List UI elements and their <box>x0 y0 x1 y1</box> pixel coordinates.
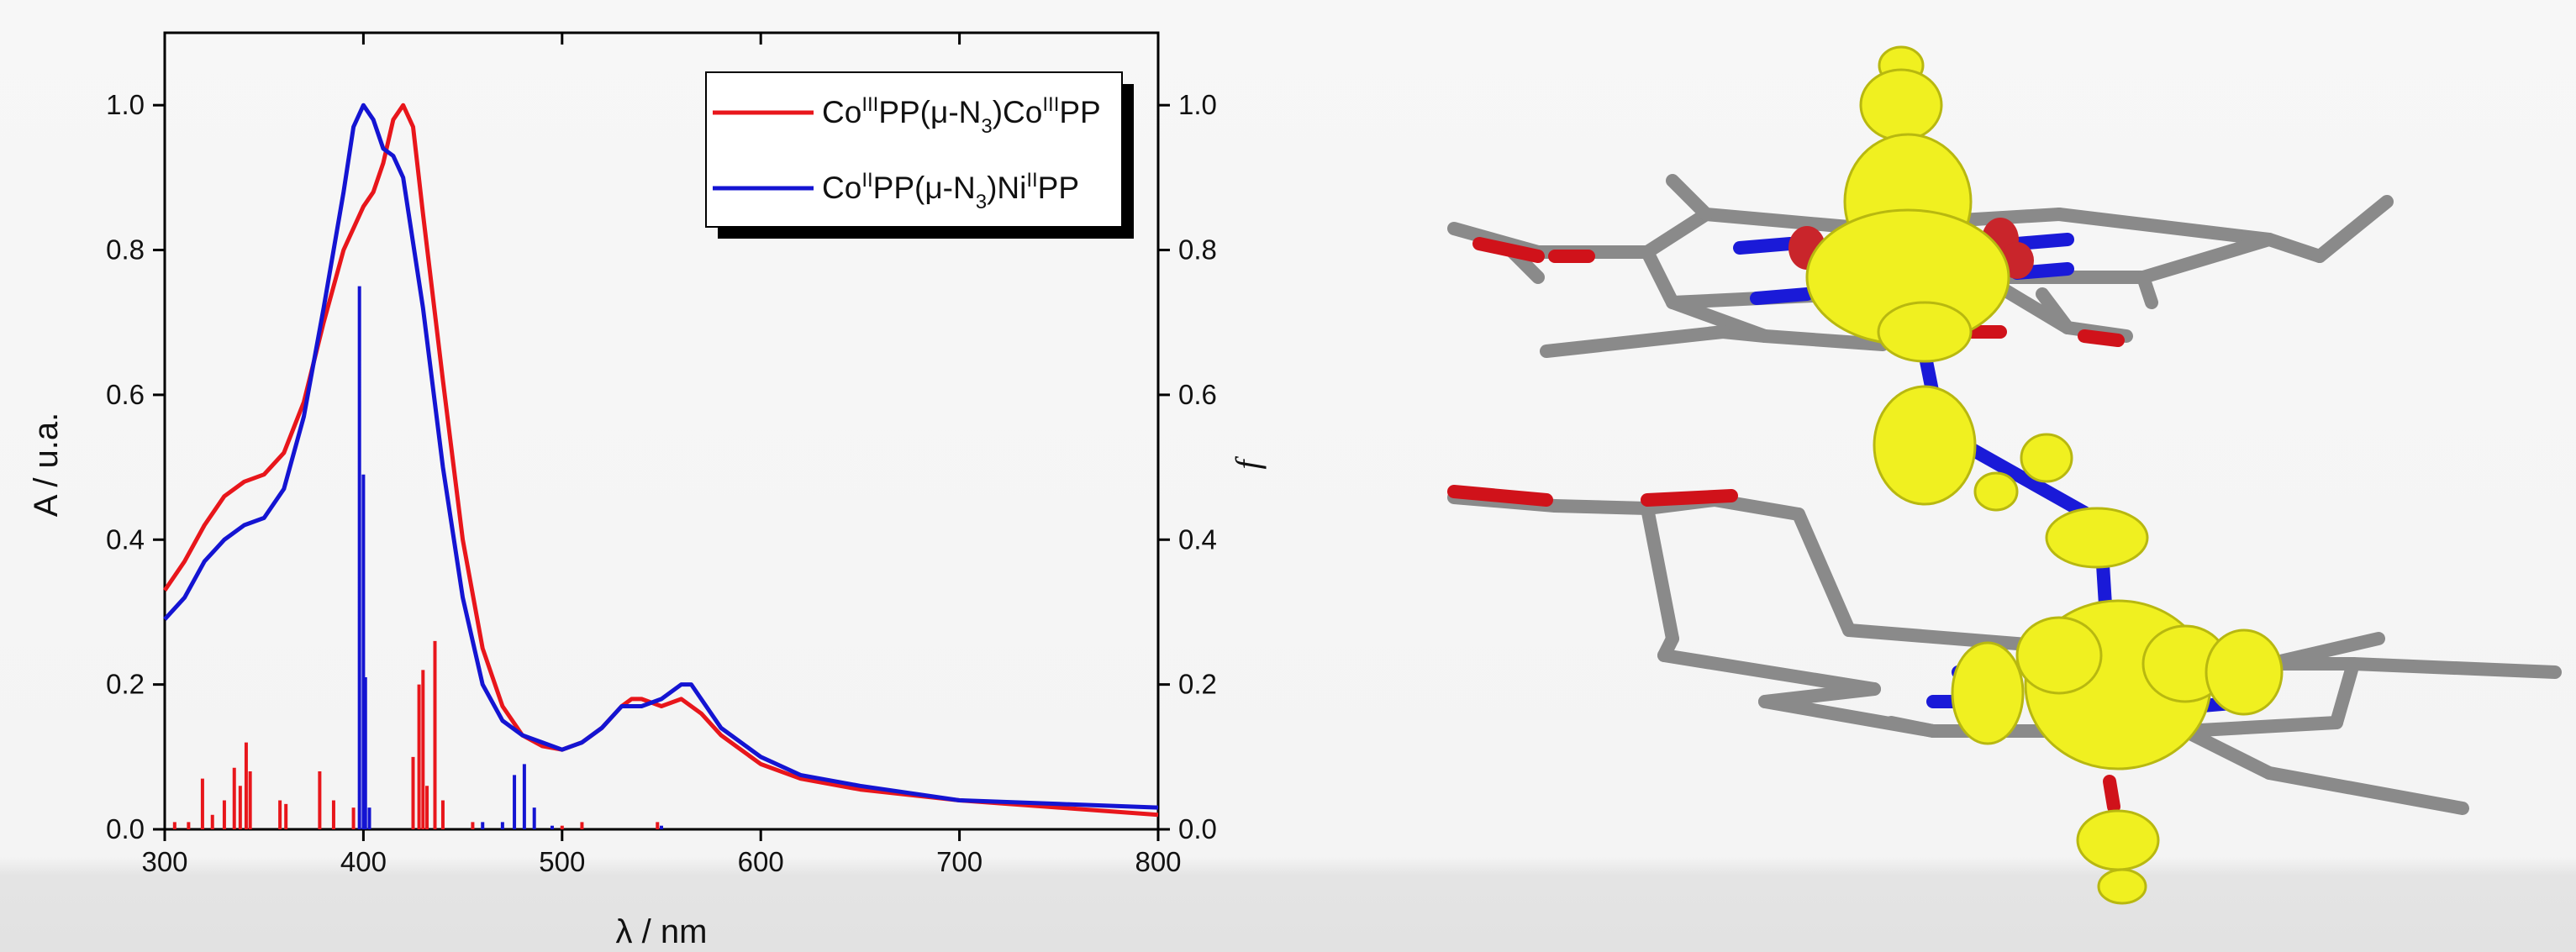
y-tick-label: 0.2 <box>106 669 145 700</box>
y2-axis-label: f <box>1229 456 1267 470</box>
y-tick-label: 0.4 <box>106 523 145 555</box>
molecule-image <box>1454 47 2555 903</box>
y2-tick-label: 0.0 <box>1178 813 1217 844</box>
y2-tick-label: 0.4 <box>1178 523 1217 555</box>
y-tick-label: 0.8 <box>106 234 145 266</box>
y-tick-label: 1.0 <box>106 89 145 120</box>
chart: 3004005006007008000.00.20.40.60.81.00.00… <box>0 0 2576 952</box>
y-tick-label: 0.6 <box>106 379 145 410</box>
x-tick-label: 800 <box>1135 846 1181 877</box>
x-tick-label: 300 <box>141 846 187 877</box>
x-tick-label: 600 <box>738 846 784 877</box>
y2-tick-label: 1.0 <box>1178 89 1217 120</box>
y-axis-label: A / u.a. <box>28 413 65 518</box>
x-tick-label: 400 <box>340 846 387 877</box>
x-axis-label: λ / nm <box>616 913 708 950</box>
x-tick-label: 500 <box>539 846 585 877</box>
y2-tick-label: 0.6 <box>1178 379 1217 410</box>
y-tick-label: 0.0 <box>106 813 145 844</box>
y2-tick-label: 0.8 <box>1178 234 1217 266</box>
x-tick-label: 700 <box>936 846 982 877</box>
y2-tick-label: 0.2 <box>1178 669 1217 700</box>
page: {"chart_data":{"type":"line", "xlabel":"… <box>0 0 2576 952</box>
